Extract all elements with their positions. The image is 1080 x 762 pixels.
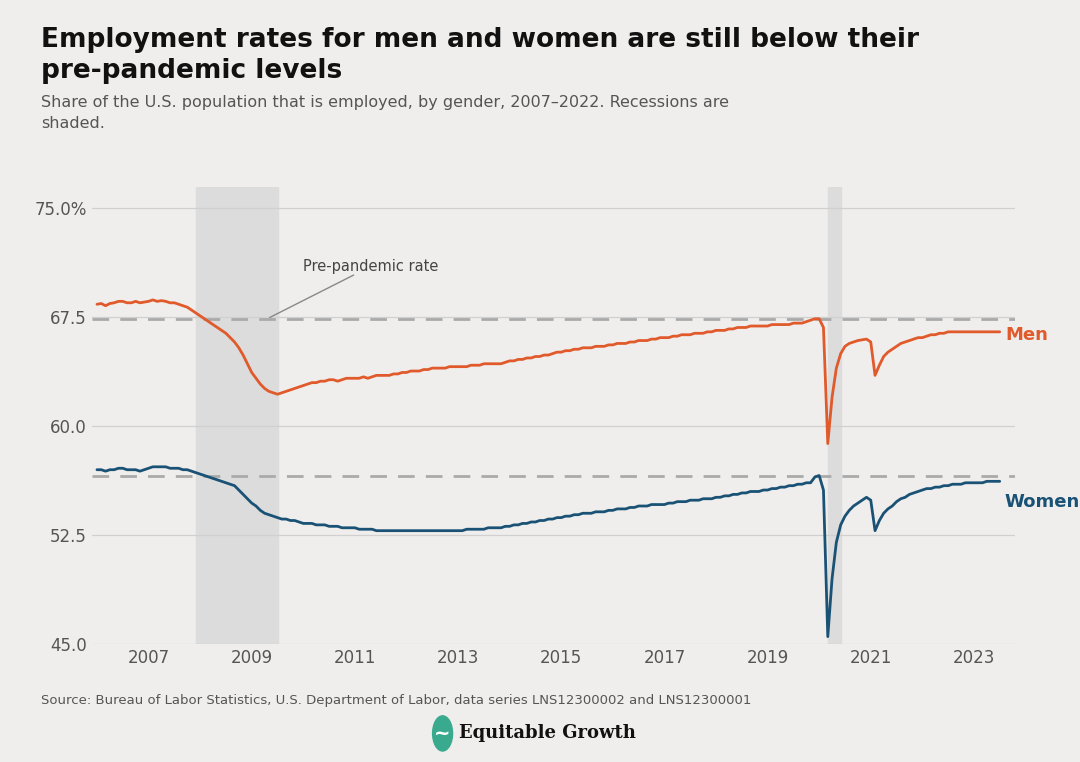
Text: Pre-pandemic rate: Pre-pandemic rate [270,259,438,318]
Text: Source: Bureau of Labor Statistics, U.S. Department of Labor, data series LNS123: Source: Bureau of Labor Statistics, U.S.… [41,694,752,707]
Circle shape [433,716,453,751]
Text: ~: ~ [434,724,450,743]
Text: Women: Women [1004,493,1080,511]
Text: Employment rates for men and women are still below their
pre-pandemic levels: Employment rates for men and women are s… [41,27,919,84]
Text: Men: Men [1004,325,1048,344]
Bar [195,187,278,644]
Text: Equitable Growth: Equitable Growth [459,725,636,742]
Bar [827,187,840,644]
Text: Share of the U.S. population that is employed, by gender, 2007–2022. Recessions : Share of the U.S. population that is emp… [41,95,729,130]
